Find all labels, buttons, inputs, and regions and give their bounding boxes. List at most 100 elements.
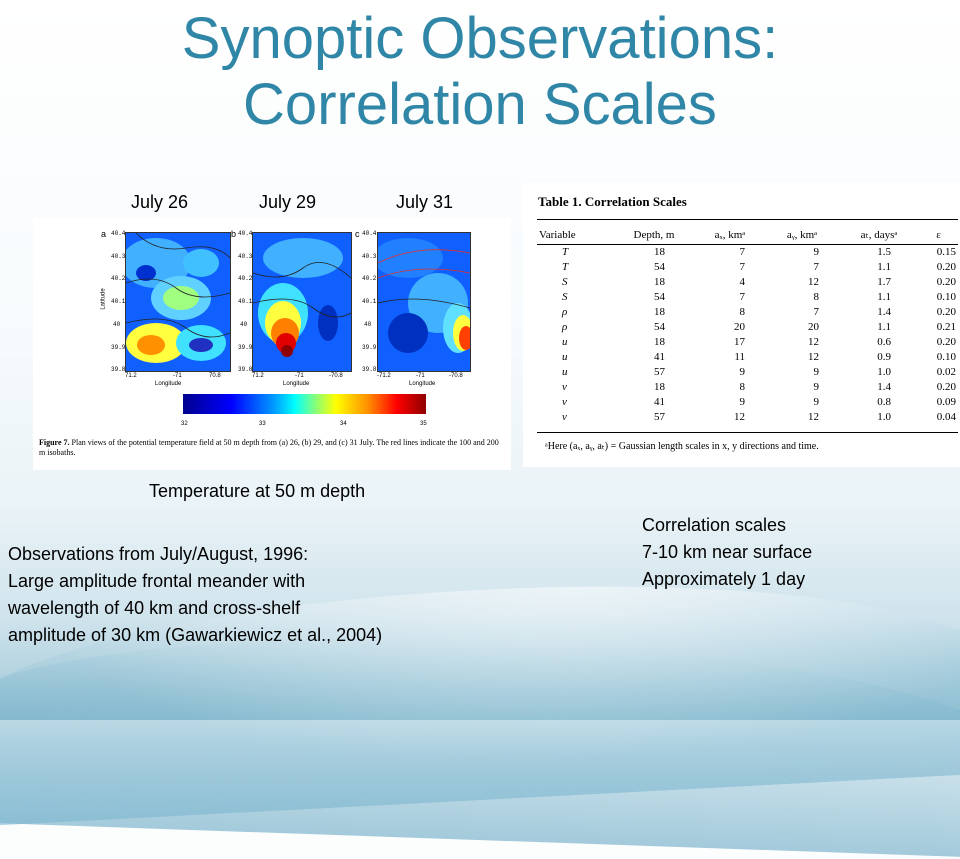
panel-letter-b: b [231,229,237,239]
title-line-2: Correlation Scales [243,72,717,137]
xtick: -71 [416,373,425,379]
table-cell: 12 [734,410,745,423]
table-cell: T [562,260,569,273]
xtick: -71.2 [377,373,391,379]
table-row: v 41 9 9 0.8 0.09 [537,394,958,409]
ytick: 40.1 [362,298,377,305]
table-cell: 1.5 [877,245,891,258]
table-cell: 18 [654,275,665,288]
xtick: -70.8 [449,373,463,379]
ytick: 39.9 [362,344,377,351]
table-cell: v [562,380,567,393]
table-cell: ρ [562,305,568,318]
table-row: v 57 12 12 1.0 0.04 [537,409,958,424]
table-cell: 7 [813,305,820,318]
column-header: ε [936,228,941,241]
table-body: T 18 7 9 1.5 0.15 T 54 7 7 1.1 0.20 S 18 4 12 1.7 0.20 S 54… [537,244,958,424]
column-header: aₜ, daysᵃ [860,229,898,241]
table-cell: u [562,365,568,378]
table-cell: 7 [739,260,746,273]
table-cell: 54 [654,260,665,273]
temperature-figure: a 40.4 40.3 40.2 40.1 40 39.9 39.8 Latit… [33,218,511,470]
table-cell: 0.20 [936,275,956,288]
table-cell: S [562,290,568,303]
date-label-july-26: July 26 [131,192,189,212]
table-cell: 8 [739,305,746,318]
ytick: 40.1 [238,298,253,305]
ytick: 40.3 [238,253,253,260]
table-title: Table 1. Correlation Scales [538,194,687,209]
table-cell: 0.20 [936,260,956,273]
table-cell: 1.0 [877,410,891,423]
title-line-1: Synoptic Observations: [181,6,779,71]
figure-caption: Figure 7. Plan views of the potential te… [39,438,504,458]
ytick: 40.4 [238,230,253,237]
xtick: -71 [173,373,182,379]
figure-label: Temperature at 50 m depth [149,481,366,501]
table-cell: 9 [739,395,746,408]
observation-line: amplitude of 30 km (Gawarkiewicz et al.,… [8,625,383,645]
table-cell: 20 [734,320,745,333]
table-row: v 18 8 9 1.4 0.20 [537,379,958,394]
table-cell: 0.9 [877,350,891,363]
table-cell: 18 [654,245,665,258]
table-cell: 57 [654,365,665,378]
x-axis-title: Longitude [155,381,182,387]
colorbar-tick: 35 [420,421,427,427]
ytick: 40 [364,321,372,328]
table-row: u 57 9 9 1.0 0.02 [537,364,958,379]
temperature-colorbar [183,394,426,414]
xtick: -71 [295,373,304,379]
table-footnote: ᵃHere (aₓ, aᵧ, aₜ) = Gaussian length sca… [545,441,819,452]
table-cell: 7 [813,260,820,273]
table-cell: 0.04 [936,410,956,423]
table-cell: 12 [808,275,819,288]
table-cell: 7 [739,245,746,258]
note-line: Approximately 1 day [642,569,806,589]
table-cell: 0.21 [936,320,956,333]
correlation-notes: Correlation scales 7-10 km near surface … [642,512,812,593]
table-row: u 18 17 12 0.6 0.20 [537,334,958,349]
figure-caption-text: Plan views of the potential temperature … [39,438,499,457]
table-bottom-rule [537,432,958,433]
table-row: u 41 11 12 0.9 0.10 [537,349,958,364]
ytick: 39.8 [238,366,253,373]
table-cell: 0.09 [936,395,956,408]
table-cell: 0.8 [877,395,891,408]
table-row: ρ 18 8 7 1.4 0.20 [537,304,958,319]
ytick: 39.8 [362,366,377,373]
table-cell: 8 [739,380,746,393]
figure-caption-label: Figure 7. [39,438,70,447]
table-cell: 9 [813,245,820,258]
table-cell: 0.10 [936,350,956,363]
table-row: T 54 7 7 1.1 0.20 [537,259,958,274]
ytick: 39.8 [111,366,126,373]
x-axis-title: Longitude [283,381,310,387]
table-cell: u [562,350,568,363]
ytick: 40.4 [362,230,377,237]
table-cell: S [562,275,568,288]
observation-line: wavelength of 40 km and cross-shelf [8,598,301,618]
table-cell: 0.15 [936,245,956,258]
table-cell: v [562,395,567,408]
correlation-table-panel: Table 1. Correlation Scales Variable Dep… [523,183,960,467]
table-cell: 0.6 [877,335,891,348]
table-cell: 9 [813,395,820,408]
table-cell: 41 [654,395,665,408]
xtick: -70.8 [329,373,343,379]
ytick: 40.3 [362,253,377,260]
ytick: 40.2 [111,275,126,282]
table-cell: ρ [562,320,568,333]
table-cell: 1.1 [877,260,891,273]
table-cell: 8 [813,290,820,303]
observation-line: Large amplitude frontal meander with [8,571,306,591]
ytick: 39.9 [111,344,126,351]
table-top-rule [537,219,958,220]
ytick: 40.3 [111,253,126,260]
column-header: aᵧ, kmᵃ [786,228,818,241]
colorbar-tick: 33 [259,421,266,427]
table-cell: 18 [654,305,665,318]
column-header: Depth, m [633,228,675,241]
observations-text: Observations from July/August, 1996: Lar… [8,541,382,649]
column-header: aₓ, kmᵃ [714,228,746,241]
